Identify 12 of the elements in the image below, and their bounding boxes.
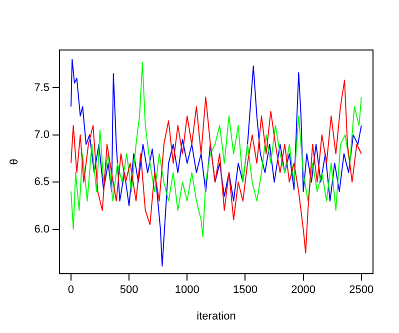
x-tick-label: 2500 <box>349 284 374 296</box>
y-tick-label: 7.0 <box>34 128 50 141</box>
y-tick-label: 6.5 <box>34 176 50 188</box>
y-tick-label: 7.5 <box>34 82 50 94</box>
y-axis-title: θ <box>8 158 21 165</box>
x-tick-label: 500 <box>120 284 138 296</box>
x-tick-label: 1000 <box>174 284 200 296</box>
x-tick-label: 1500 <box>232 284 258 296</box>
x-axis-title: iteration <box>196 310 236 322</box>
x-tick-label: 2000 <box>291 284 316 296</box>
x-tick-label: 0 <box>68 284 74 296</box>
y-tick-label: 6.0 <box>34 223 50 236</box>
